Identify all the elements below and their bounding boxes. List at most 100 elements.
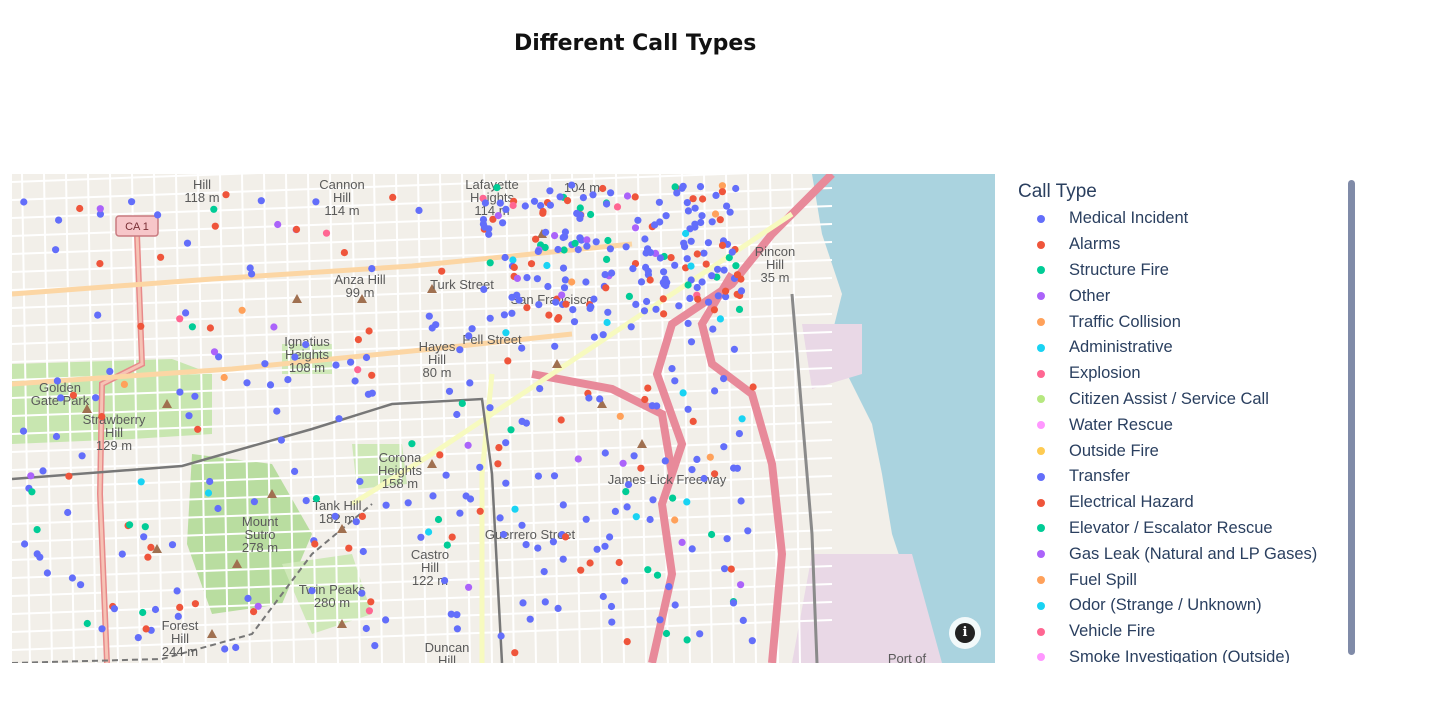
call-point[interactable] [589, 191, 597, 199]
call-point[interactable] [709, 325, 717, 333]
call-point[interactable] [509, 256, 517, 264]
call-point[interactable] [442, 471, 450, 479]
call-point[interactable] [700, 249, 708, 257]
call-point[interactable] [389, 193, 397, 201]
call-point[interactable] [583, 242, 591, 250]
call-point[interactable] [671, 601, 679, 609]
call-point[interactable] [140, 533, 148, 541]
call-point[interactable] [696, 630, 704, 638]
call-point[interactable] [43, 569, 51, 577]
call-point[interactable] [693, 250, 701, 258]
call-point[interactable] [723, 535, 731, 543]
call-point[interactable] [668, 365, 676, 373]
call-point[interactable] [694, 295, 702, 303]
call-point[interactable] [733, 271, 742, 279]
call-point[interactable] [622, 243, 630, 251]
call-point[interactable] [623, 503, 631, 511]
call-point[interactable] [206, 324, 214, 332]
call-point[interactable] [246, 264, 254, 272]
call-point[interactable] [696, 183, 705, 191]
call-point[interactable] [441, 577, 449, 585]
call-point[interactable] [661, 457, 669, 465]
call-point[interactable] [415, 206, 423, 214]
call-point[interactable] [730, 345, 739, 353]
legend-item[interactable]: Transfer [1006, 464, 1346, 490]
call-point[interactable] [157, 253, 165, 261]
call-point[interactable] [141, 523, 149, 531]
call-point[interactable] [110, 605, 118, 613]
legend-item[interactable]: Odor (Strange / Unknown) [1006, 593, 1346, 619]
call-point[interactable] [708, 218, 716, 226]
call-point[interactable] [634, 216, 642, 224]
call-point[interactable] [465, 583, 473, 591]
call-point[interactable] [183, 239, 192, 247]
call-point[interactable] [569, 306, 577, 314]
call-point[interactable] [673, 189, 681, 197]
call-point[interactable] [586, 559, 594, 567]
legend-item[interactable]: Outside Fire [1006, 438, 1346, 464]
call-point[interactable] [603, 200, 611, 208]
call-point[interactable] [721, 565, 729, 573]
call-point[interactable] [64, 508, 72, 517]
call-point[interactable] [191, 600, 199, 608]
call-point[interactable] [521, 202, 529, 210]
call-point[interactable] [576, 204, 584, 212]
call-point[interactable] [574, 246, 582, 254]
call-point[interactable] [250, 498, 258, 506]
call-point[interactable] [728, 248, 736, 256]
call-point[interactable] [367, 598, 375, 606]
call-point[interactable] [519, 599, 527, 607]
call-point[interactable] [354, 366, 362, 374]
call-point[interactable] [502, 479, 510, 487]
call-point[interactable] [554, 604, 562, 612]
call-point[interactable] [656, 616, 664, 624]
call-point[interactable] [643, 297, 651, 306]
call-point[interactable] [561, 276, 570, 284]
call-point[interactable] [39, 467, 47, 475]
call-point[interactable] [438, 267, 446, 275]
call-point[interactable] [523, 274, 531, 282]
call-point[interactable] [687, 237, 695, 245]
call-point[interactable] [716, 315, 725, 323]
call-point[interactable] [434, 515, 443, 524]
call-point[interactable] [671, 516, 679, 524]
call-point[interactable] [21, 540, 29, 548]
call-point[interactable] [556, 193, 564, 201]
call-point[interactable] [513, 274, 521, 282]
call-point[interactable] [554, 245, 562, 254]
call-point[interactable] [312, 198, 320, 206]
call-point[interactable] [603, 318, 611, 327]
call-point[interactable] [429, 492, 437, 500]
call-point[interactable] [608, 618, 616, 626]
call-point[interactable] [464, 441, 472, 449]
call-point[interactable] [599, 331, 607, 339]
call-point[interactable] [347, 358, 355, 366]
call-point[interactable] [364, 390, 372, 398]
call-point[interactable] [559, 233, 567, 242]
call-point[interactable] [238, 306, 246, 314]
call-point[interactable] [479, 216, 488, 224]
call-point[interactable] [733, 464, 742, 472]
call-point[interactable] [98, 413, 106, 421]
call-point[interactable] [544, 282, 552, 291]
call-point[interactable] [656, 254, 665, 262]
call-point[interactable] [573, 209, 581, 217]
call-point[interactable] [147, 543, 155, 551]
call-point[interactable] [77, 581, 85, 589]
call-point[interactable] [154, 211, 162, 219]
call-point[interactable] [500, 530, 508, 539]
call-point[interactable] [453, 410, 461, 419]
call-point[interactable] [629, 265, 637, 273]
legend-item[interactable]: Medical Incident [1006, 206, 1346, 232]
legend-item[interactable]: Gas Leak (Natural and LP Gases) [1006, 541, 1346, 567]
call-point[interactable] [522, 419, 530, 427]
map-view[interactable]: CA 1 Hill 118 m Cannon Hill 114 m Lafayette He… [12, 174, 995, 663]
call-point[interactable] [601, 542, 609, 550]
call-point[interactable] [560, 246, 568, 254]
call-point[interactable] [448, 533, 456, 541]
call-point[interactable] [144, 553, 152, 561]
call-point[interactable] [204, 489, 213, 497]
call-point[interactable] [689, 195, 697, 203]
call-point[interactable] [671, 377, 679, 385]
call-point[interactable] [718, 182, 727, 190]
